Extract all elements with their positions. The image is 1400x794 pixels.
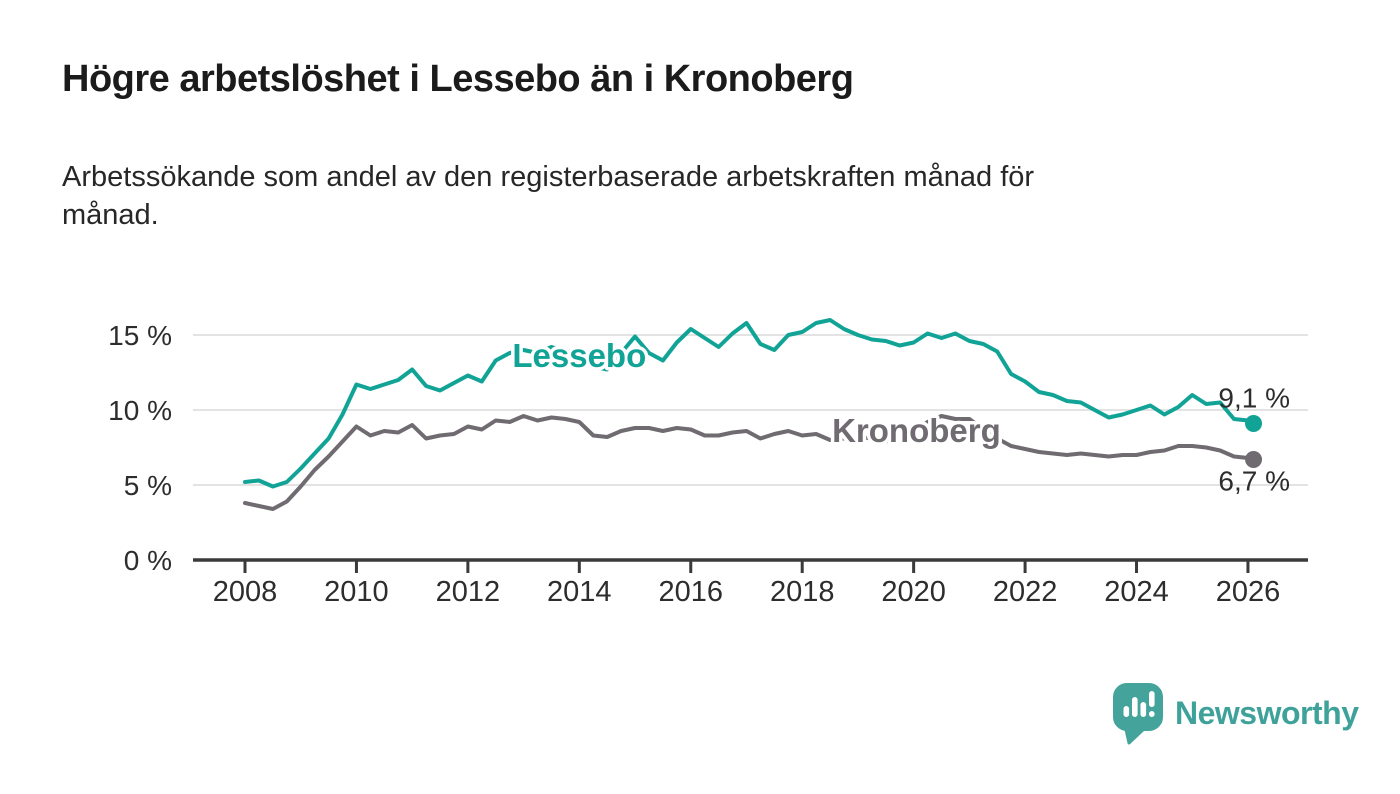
x-axis-label: 2020	[881, 576, 946, 608]
x-axis-label: 2016	[659, 576, 724, 608]
speech-bubble-shape	[1113, 683, 1163, 745]
lessebo-end-dot	[1245, 415, 1263, 432]
chart-title: Högre arbetslöshet i Lessebo än i Kronob…	[62, 58, 854, 100]
x-axis-label: 2022	[993, 576, 1058, 608]
y-axis-label: 5 %	[124, 470, 172, 501]
lessebo-value-label: 9,1 %	[1218, 383, 1290, 414]
bar-chart-glyph	[1123, 691, 1155, 717]
x-axis-label: 2010	[324, 576, 389, 608]
x-axis-label: 2008	[213, 576, 278, 608]
y-axis-label: 0 %	[124, 545, 172, 576]
newsworthy-logo-icon	[1113, 683, 1163, 745]
lessebo-series-label: Lessebo	[512, 337, 646, 374]
y-axis-label: 15 %	[108, 320, 172, 351]
x-axis-label: 2026	[1216, 576, 1281, 608]
newsworthy-logo-text: Newsworthy	[1175, 695, 1359, 731]
x-axis-label: 2024	[1104, 576, 1169, 608]
lessebo-line	[243, 318, 1256, 489]
newsworthy-branding: Newsworthy	[1112, 682, 1359, 745]
y-axis-label: 10 %	[108, 395, 172, 426]
chart-subtitle: Arbetssökande som andel av den registerb…	[62, 161, 1035, 232]
x-axis-label: 2014	[547, 576, 612, 608]
kronoberg-line	[243, 414, 1256, 511]
kronoberg-series-label: Kronoberg	[832, 412, 1001, 449]
kronoberg-value-label: 6,7 %	[1218, 466, 1290, 497]
x-axis-label: 2018	[770, 576, 835, 608]
kronoberg-end-dot	[1245, 451, 1263, 468]
x-axis-label: 2012	[436, 576, 501, 608]
